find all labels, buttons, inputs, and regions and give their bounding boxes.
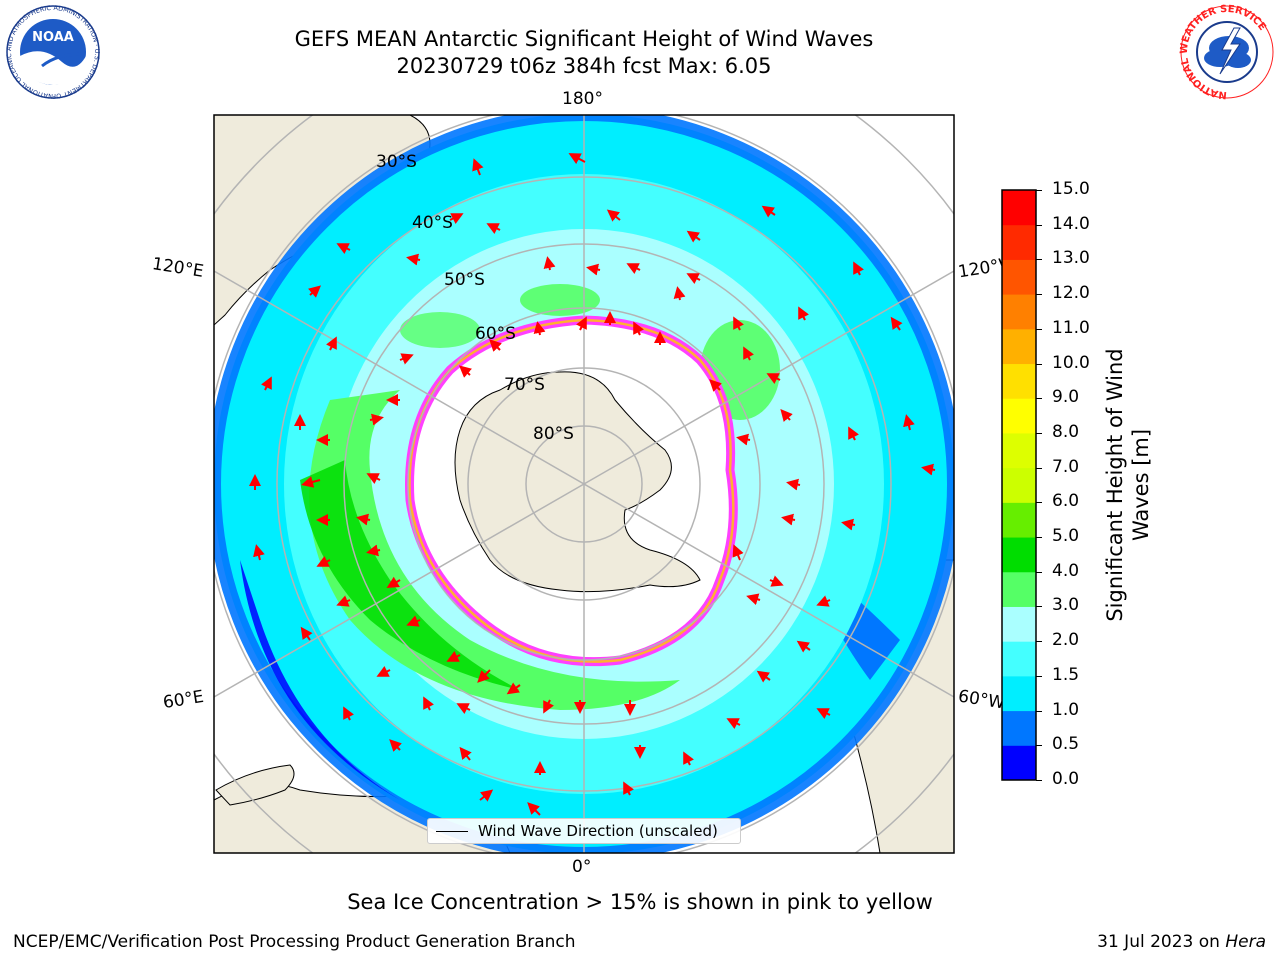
colorbar-tick-label: 1.5 <box>1052 664 1080 685</box>
national-weather-service-logo-icon: NATIONAL WEATHER SERVICE <box>1179 4 1274 100</box>
colorbar-tick-mark <box>1036 259 1042 261</box>
colorbar-segment <box>1002 606 1036 642</box>
colorbar-segment <box>1002 641 1036 677</box>
lat-label-40s: 40°S <box>412 213 453 233</box>
footer-machine: Hera <box>1225 932 1266 952</box>
footer-date-text: 31 Jul 2023 on <box>1097 932 1226 952</box>
colorbar-tick-label: 12.0 <box>1052 283 1090 304</box>
antarctica-land <box>454 371 701 593</box>
colorbar-segments <box>1002 190 1036 781</box>
colorbar-tick-label: 13.0 <box>1052 248 1090 269</box>
lat-label-30s: 30°S <box>376 152 417 172</box>
colorbar-tick-label: 5.0 <box>1052 526 1080 547</box>
colorbar-tick-label: 2.0 <box>1052 630 1080 651</box>
colorbar-tick-mark <box>1036 224 1042 226</box>
colorbar <box>1001 189 1037 781</box>
sea-ice-note: Sea Ice Concentration > 15% is shown in … <box>347 890 933 914</box>
colorbar-segment <box>1002 467 1036 503</box>
colorbar-tick-mark <box>1036 363 1042 365</box>
footer-date: 31 Jul 2023 on Hera <box>1097 932 1266 952</box>
colorbar-segment <box>1002 259 1036 295</box>
colorbar-segment <box>1002 224 1036 260</box>
colorbar-segment <box>1002 710 1036 746</box>
colorbar-tick-mark <box>1036 745 1042 747</box>
colorbar-tick-mark <box>1036 675 1042 677</box>
colorbar-tick-label: 6.0 <box>1052 491 1080 512</box>
colorbar-label-line2: Waves [m] <box>1129 428 1153 542</box>
colorbar-label: Significant Height of Wind Waves [m] <box>1102 348 1154 621</box>
colorbar-segment <box>1002 432 1036 469</box>
lat-label-50s: 50°S <box>444 270 485 290</box>
chart-title: GEFS MEAN Antarctic Significant Height o… <box>294 27 874 51</box>
colorbar-tick-mark <box>1036 571 1042 573</box>
noaa-logo-icon: NATIONAL OCEANIC AND ATMOSPHERIC ADMINIS… <box>2 4 101 100</box>
wave-direction-arrows <box>249 153 936 816</box>
colorbar-tick-label: 4.0 <box>1052 560 1080 581</box>
colorbar-tick-label: 14.0 <box>1052 213 1090 234</box>
colorbar-tick-label: 1.0 <box>1052 699 1080 720</box>
colorbar-segment <box>1002 190 1036 226</box>
colorbar-tick-mark <box>1036 467 1042 469</box>
map-legend: Wind Wave Direction (unscaled) <box>427 818 741 844</box>
colorbar-tick-mark <box>1036 606 1042 608</box>
colorbar-tick-label: 0.0 <box>1052 769 1080 789</box>
colorbar-tick-label: 15.0 <box>1052 179 1090 199</box>
colorbar-tick-mark <box>1036 710 1042 712</box>
noaa-logo-text: NOAA <box>32 30 74 45</box>
colorbar-tick-mark <box>1036 294 1042 296</box>
colorbar-tick-mark <box>1036 432 1042 434</box>
legend-label: Wind Wave Direction (unscaled) <box>478 822 718 840</box>
colorbar-tick-label: 11.0 <box>1052 317 1090 338</box>
colorbar-tick-label: 7.0 <box>1052 456 1080 477</box>
footer-credit: NCEP/EMC/Verification Post Processing Pr… <box>13 932 576 952</box>
colorbar-tick-label: 3.0 <box>1052 595 1080 616</box>
colorbar-segment <box>1002 363 1036 399</box>
colorbar-tick-mark <box>1036 641 1042 643</box>
colorbar-segment <box>1002 675 1036 712</box>
legend-line-icon <box>436 831 468 832</box>
colorbar-segment <box>1002 294 1036 330</box>
colorbar-tick-mark <box>1036 537 1042 539</box>
chart-subtitle: 20230729 t06z 384h fcst Max: 6.05 <box>396 54 772 78</box>
lon-label-0: 0° <box>572 857 592 877</box>
colorbar-segment <box>1002 571 1036 607</box>
lat-label-60s: 60°S <box>475 324 516 344</box>
lat-label-80s: 80°S <box>533 424 574 444</box>
colorbar-segment <box>1002 537 1036 573</box>
colorbar-label-line1: Significant Height of Wind <box>1103 348 1127 622</box>
colorbar-tick-mark <box>1036 398 1042 400</box>
lon-label-180: 180° <box>562 89 603 109</box>
colorbar-tick-label: 10.0 <box>1052 352 1090 373</box>
madagascar-land <box>215 764 295 806</box>
colorbar-tick-mark <box>1036 780 1042 781</box>
colorbar-tick-label: 9.0 <box>1052 387 1080 408</box>
colorbar-segment <box>1002 745 1036 781</box>
colorbar-tick-mark <box>1036 190 1042 191</box>
lat-label-70s: 70°S <box>504 375 545 395</box>
colorbar-tick-label: 8.0 <box>1052 421 1080 442</box>
colorbar-tick-mark <box>1036 328 1042 330</box>
colorbar-segment <box>1002 502 1036 538</box>
colorbar-segment <box>1002 328 1036 365</box>
colorbar-tick-label: 0.5 <box>1052 734 1080 755</box>
colorbar-tick-mark <box>1036 502 1042 504</box>
colorbar-segment <box>1002 398 1036 434</box>
